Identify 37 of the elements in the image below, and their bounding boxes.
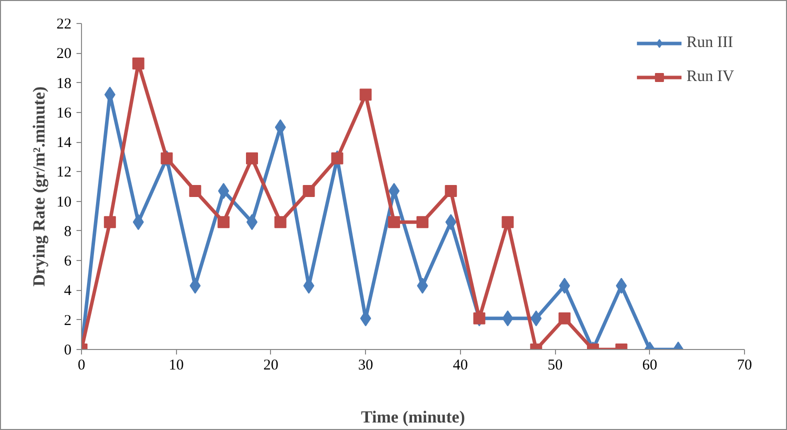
y-tick-label: 10 (56, 194, 72, 210)
y-tick-label: 0 (64, 342, 72, 358)
point (302, 184, 315, 197)
y-tick-label: 8 (64, 224, 72, 240)
legend-label: Run III (686, 34, 734, 52)
y-tick-label: 14 (56, 135, 72, 152)
point (104, 216, 116, 228)
point (388, 216, 400, 228)
point (416, 216, 428, 228)
point (218, 216, 230, 228)
point (246, 152, 258, 164)
point (274, 216, 286, 228)
point (502, 216, 514, 228)
y-tick-label: 20 (56, 46, 72, 62)
x-axis-title: Time (minute) (360, 408, 466, 426)
y-axis-title: Drying Rate (gr/m².minute) (30, 86, 48, 287)
x-tick-label: 0 (78, 358, 86, 374)
point (189, 184, 202, 197)
legend-label: Run IV (686, 68, 734, 86)
point (444, 184, 457, 197)
x-tick-label: 60 (642, 358, 658, 374)
point (132, 58, 144, 70)
x-tick-label: 10 (168, 358, 184, 374)
y-tick-label: 2 (64, 312, 72, 329)
y-tick-label: 12 (56, 164, 72, 181)
point (558, 312, 571, 324)
y-tick-label: 6 (64, 254, 72, 270)
y-tick-label: 16 (56, 105, 72, 122)
x-tick-label: 30 (358, 358, 374, 374)
x-tick-label: 40 (452, 358, 468, 374)
x-tick-label: 50 (548, 358, 563, 374)
x-tick-label: 70 (737, 358, 752, 374)
x-tick-label: 20 (263, 358, 278, 374)
y-tick-label: 4 (64, 283, 72, 300)
point (360, 88, 372, 101)
y-tick-label: 18 (56, 76, 72, 92)
y-tick-label: 22 (56, 16, 72, 32)
